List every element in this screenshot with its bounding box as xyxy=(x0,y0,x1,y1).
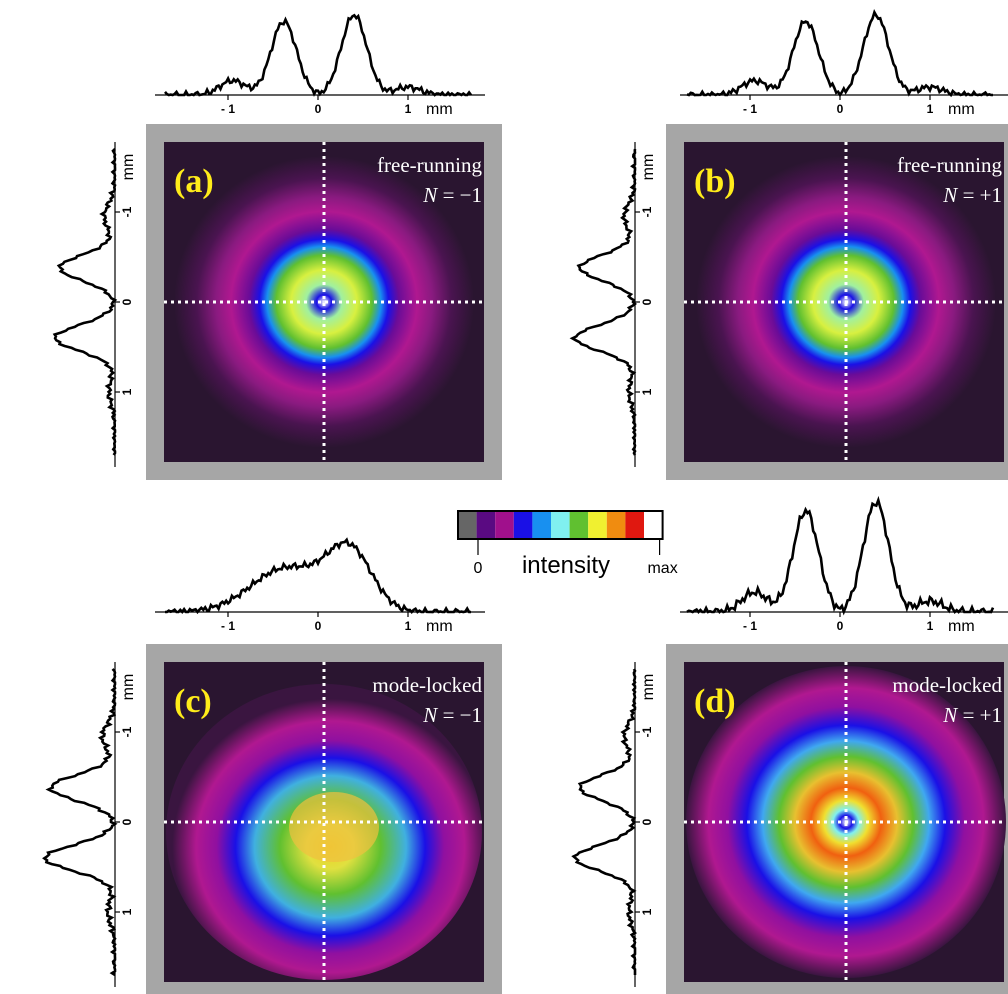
panel-label: (c) xyxy=(174,683,212,720)
colorbar-swatch xyxy=(458,511,477,539)
colorbar-swatch xyxy=(495,511,514,539)
x-tick-label: 1 xyxy=(927,102,934,116)
colorbar-max-label: max xyxy=(647,560,677,577)
horizontal-profile-curve xyxy=(165,537,471,615)
y-unit-label: mm xyxy=(640,154,657,181)
vertical-profile: 1 0 -1 mm xyxy=(42,662,137,987)
colorbar-swatch xyxy=(588,511,607,539)
panel-title: free-running xyxy=(897,153,1002,177)
horizontal-profile: - 1 0 1 mm xyxy=(680,8,1008,118)
vertical-profile-curve xyxy=(569,148,637,456)
vertical-profile-curve xyxy=(42,668,118,977)
colorbar: 0 intensity max xyxy=(457,510,678,579)
mode-value: = −1 xyxy=(437,183,482,207)
y-tick-label: 1 xyxy=(640,388,654,395)
y-tick-label: -1 xyxy=(120,726,134,737)
mode-value: = +1 xyxy=(957,183,1002,207)
mode-value: = +1 xyxy=(957,703,1002,727)
colorbar-title: intensity xyxy=(522,552,610,579)
x-unit-label: mm xyxy=(426,101,453,118)
horizontal-profile: - 1 0 1 mm xyxy=(155,537,485,635)
y-unit-label: mm xyxy=(120,674,137,701)
x-unit-label: mm xyxy=(948,101,975,118)
mode-number-label: N = +1 xyxy=(942,183,1002,207)
y-tick-label: 1 xyxy=(120,908,134,915)
x-unit-label: mm xyxy=(948,618,975,635)
panel-b: (b) free-running N = +1 xyxy=(666,124,1008,480)
x-tick-label: 0 xyxy=(837,619,844,633)
x-tick-label: 0 xyxy=(837,102,844,116)
y-tick-label: 0 xyxy=(120,298,134,305)
colorbar-min-label: 0 xyxy=(474,560,483,577)
mode-symbol: N xyxy=(942,183,958,207)
panel-label: (a) xyxy=(174,163,214,200)
y-tick-label: 1 xyxy=(640,908,654,915)
panel-label: (b) xyxy=(694,163,736,200)
colorbar-border xyxy=(457,510,664,540)
x-tick-label: - 1 xyxy=(221,619,235,633)
y-tick-label: -1 xyxy=(640,726,654,737)
mode-symbol: N xyxy=(942,703,958,727)
mode-number-label: N = −1 xyxy=(422,183,482,207)
colorbar-swatch xyxy=(644,511,663,539)
panel-title: mode-locked xyxy=(892,673,1002,697)
horizontal-profile-curve xyxy=(686,495,995,616)
vertical-profile: 1 0 -1 mm xyxy=(52,142,137,467)
x-tick-label: - 1 xyxy=(221,102,235,116)
x-unit-label: mm xyxy=(426,618,453,635)
y-unit-label: mm xyxy=(640,674,657,701)
colorbar-swatch xyxy=(569,511,589,539)
colorbar-swatch xyxy=(625,511,644,539)
horizontal-profile-curve xyxy=(164,13,473,97)
beam-hotspot xyxy=(289,792,379,862)
vertical-profile: 1 0 -1 mm xyxy=(571,662,657,987)
horizontal-profile: - 1 0 1 mm xyxy=(155,13,485,118)
colorbar-swatch xyxy=(513,511,533,539)
x-tick-label: - 1 xyxy=(743,102,757,116)
y-unit-label: mm xyxy=(120,154,137,181)
horizontal-profile-curve xyxy=(686,8,993,98)
mode-symbol: N xyxy=(422,183,438,207)
mode-symbol: N xyxy=(422,703,438,727)
vertical-profile-curve xyxy=(52,148,118,456)
horizontal-profile: - 1 0 1 mm xyxy=(680,495,1008,635)
mode-number-label: N = −1 xyxy=(422,703,482,727)
panel-label: (d) xyxy=(694,683,736,720)
panel-c: (c) mode-locked N = −1 xyxy=(146,644,502,994)
mode-value: = −1 xyxy=(437,703,482,727)
colorbar-swatch xyxy=(551,511,570,539)
y-tick-label: -1 xyxy=(120,206,134,217)
beam-image xyxy=(174,156,474,448)
y-tick-label: 1 xyxy=(120,388,134,395)
x-tick-label: - 1 xyxy=(743,619,757,633)
vertical-profile: 1 0 -1 mm xyxy=(569,142,657,467)
y-tick-label: -1 xyxy=(640,206,654,217)
panel-title: free-running xyxy=(377,153,482,177)
panel-d: (d) mode-locked N = +1 xyxy=(666,644,1008,994)
x-tick-label: 1 xyxy=(405,619,412,633)
y-tick-label: 0 xyxy=(640,818,654,825)
x-tick-label: 1 xyxy=(927,619,934,633)
panel-title: mode-locked xyxy=(372,673,482,697)
x-tick-label: 0 xyxy=(315,102,322,116)
x-tick-label: 0 xyxy=(315,619,322,633)
y-tick-label: 0 xyxy=(120,818,134,825)
x-tick-label: 1 xyxy=(405,102,412,116)
vertical-profile-curve xyxy=(571,668,637,975)
mode-number-label: N = +1 xyxy=(942,703,1002,727)
colorbar-swatch xyxy=(476,511,496,539)
panel-a: (a) free-running N = −1 xyxy=(146,124,502,480)
y-tick-label: 0 xyxy=(640,298,654,305)
colorbar-swatch xyxy=(532,511,551,539)
colorbar-swatch xyxy=(606,511,626,539)
